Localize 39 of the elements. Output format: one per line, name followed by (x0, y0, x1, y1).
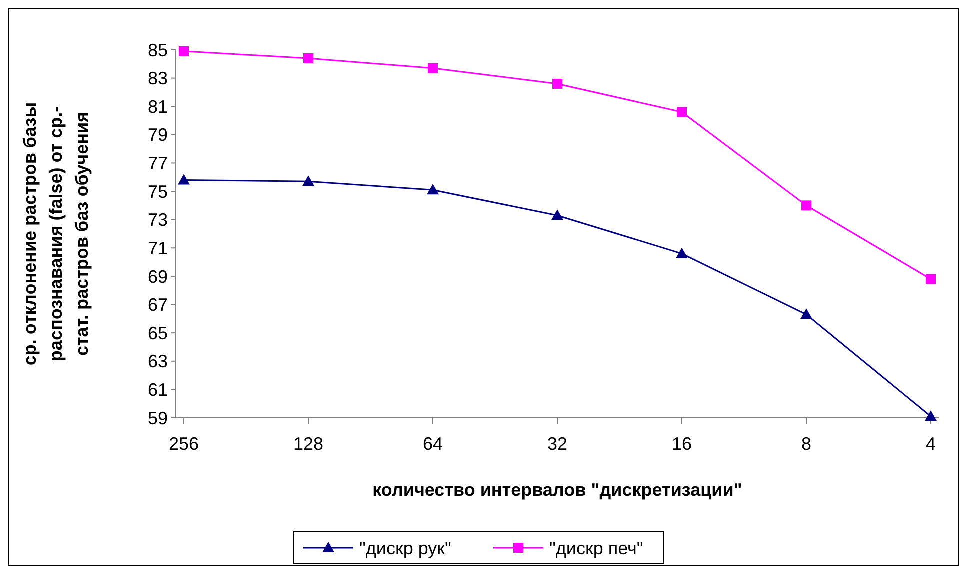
point (677, 107, 687, 118)
y-axis-title: ср. отклонение растров базы распознавания (false) от ср.-стат. растров баз обучения (20, 102, 92, 366)
x-tick-label: 16 (672, 434, 692, 454)
y-tick-label: 61 (148, 380, 168, 400)
point (179, 46, 189, 56)
y-tick-label: 69 (148, 266, 168, 287)
y-tick-label: 75 (148, 182, 168, 202)
point (178, 174, 190, 185)
point (802, 200, 812, 211)
x-tick-label: 256 (168, 434, 200, 454)
point (427, 184, 439, 195)
x-tick-label: 32 (547, 434, 568, 454)
point (800, 308, 812, 320)
y-tick-label: 71 (148, 238, 168, 258)
y-tick-label: 63 (148, 352, 168, 372)
point (302, 176, 314, 186)
point (304, 53, 314, 64)
point (926, 274, 936, 284)
y-tick-label: 85 (148, 40, 168, 60)
x-tick-label: 8 (801, 434, 812, 454)
y-tick-label: 77 (148, 154, 168, 174)
point (428, 63, 438, 74)
point (676, 248, 688, 258)
point (925, 410, 937, 422)
y-tick-label: 59 (148, 408, 168, 428)
y-tick-label: 79 (148, 125, 168, 146)
y-tick-label: 73 (148, 210, 168, 230)
legend-label: "дискр печ" (550, 538, 644, 558)
x-axis-title: количество интервалов "дискретизации" (372, 480, 742, 500)
y-tick-label: 65 (148, 323, 168, 344)
y-tick-label: 81 (148, 96, 168, 117)
y-tick-label: 67 (148, 295, 168, 316)
y-tick-label: 83 (148, 68, 168, 89)
x-tick-label: 64 (422, 434, 444, 454)
point (552, 78, 562, 89)
x-tick-label: 4 (926, 434, 936, 454)
point (552, 210, 564, 220)
x-tick-label: 128 (293, 434, 324, 454)
legend-label: "дискр рук" (360, 538, 452, 558)
